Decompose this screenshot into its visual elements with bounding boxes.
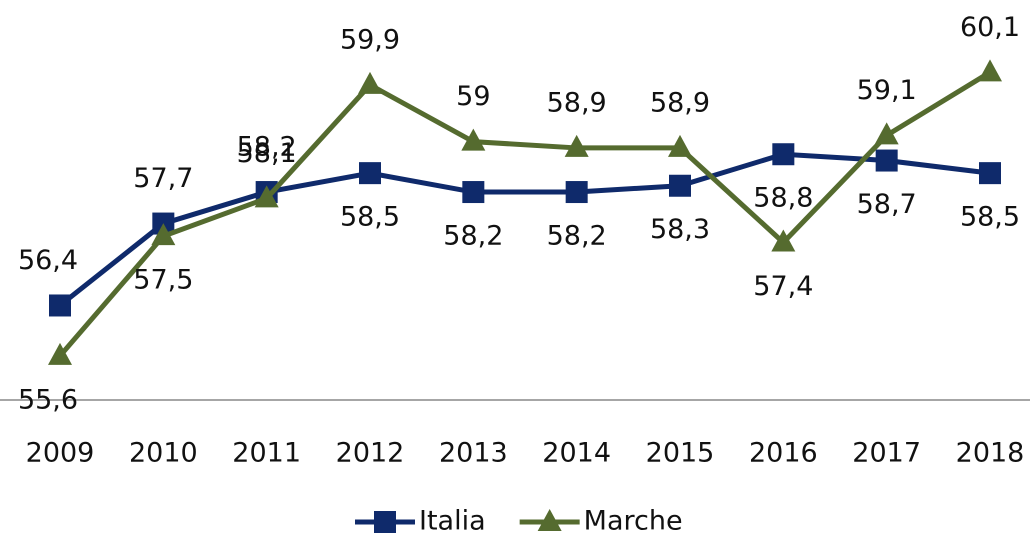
x-tick-label: 2016	[749, 438, 818, 469]
x-tick-label: 2014	[542, 438, 611, 469]
data-label: 57,7	[133, 163, 193, 194]
x-tick-label: 2009	[26, 438, 95, 469]
point	[979, 162, 1001, 185]
point	[772, 143, 795, 166]
point	[564, 134, 589, 157]
x-tick-label: 2018	[956, 438, 1025, 469]
data-label: 55,6	[18, 384, 78, 415]
data-label: 58,2	[547, 221, 607, 252]
point	[254, 185, 279, 208]
point	[151, 223, 176, 246]
data-label: 58,9	[547, 87, 607, 118]
legend-marker	[374, 511, 396, 533]
data-label: 58,5	[340, 202, 400, 233]
data-label: 58,7	[857, 189, 917, 220]
series-line	[58, 151, 991, 308]
data-label: 59	[456, 81, 490, 112]
point	[978, 59, 1002, 82]
point	[669, 174, 691, 197]
x-tick-label: 2010	[129, 438, 198, 469]
point	[49, 294, 71, 317]
data-label: 60,1	[960, 12, 1020, 43]
x-tick-label: 2012	[336, 438, 405, 469]
data-label: 58,1	[237, 138, 297, 169]
data-label: 58,2	[237, 132, 297, 163]
point	[874, 122, 899, 145]
data-label: 58,3	[650, 214, 710, 245]
legend-label: Marche	[584, 506, 683, 536]
legend-label: Italia	[419, 506, 486, 536]
series-line	[58, 70, 992, 358]
x-tick-label: 2017	[852, 438, 921, 469]
x-tick-label: 2013	[439, 438, 508, 469]
point	[668, 134, 692, 157]
point	[461, 128, 486, 151]
data-label: 59,1	[857, 75, 917, 106]
x-tick-label: 2011	[232, 438, 301, 469]
data-label: 56,4	[18, 245, 78, 276]
point	[359, 162, 381, 185]
point	[875, 149, 898, 172]
legend-marker	[537, 509, 562, 531]
data-label: 59,9	[340, 24, 400, 55]
data-label: 58,9	[650, 87, 710, 118]
point	[358, 71, 382, 94]
point	[462, 181, 485, 204]
data-label: 57,4	[753, 271, 813, 302]
point	[48, 342, 72, 365]
data-label: 58,5	[960, 202, 1020, 233]
data-label: 57,5	[133, 265, 193, 296]
point	[771, 229, 796, 252]
data-label: 58,2	[443, 221, 503, 252]
point	[565, 181, 588, 204]
data-label: 58,8	[753, 183, 813, 214]
x-tick-label: 2015	[646, 438, 715, 469]
